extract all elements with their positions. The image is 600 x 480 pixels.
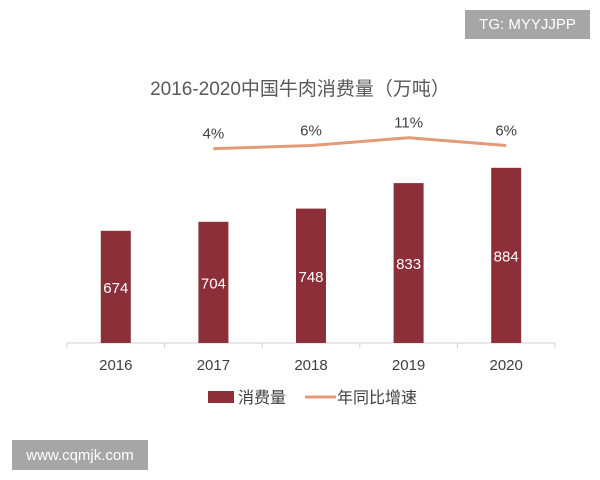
x-tick-label: 2020 [490,357,523,374]
bar-label: 884 [494,248,519,265]
growth-label: 4% [203,126,225,143]
x-tick-label: 2018 [294,357,327,374]
bar-2020 [491,167,522,343]
legend-label-bar: 消费量 [238,389,286,407]
watermark-tg: TG: MYYJJPP [465,10,590,39]
growth-line [213,136,507,151]
growth-label: 11% [394,115,423,132]
bar-2019 [393,183,424,343]
bar-2017 [198,221,229,343]
bar-label: 674 [103,280,128,297]
x-tick-label: 2016 [99,357,132,374]
watermark-site: www.cqmjk.com [12,440,148,470]
legend-swatch-bar [208,391,234,403]
x-tick-label: 2019 [392,357,425,374]
bar-label: 833 [396,256,421,273]
legend: 消费量 年同比增速 [208,389,417,407]
bar-label: 748 [298,269,323,286]
bar-label: 704 [201,275,226,292]
x-tick-label: 2017 [197,357,230,374]
chart-title: 2016-2020中国牛肉消费量（万吨） [150,78,450,100]
legend-label-line: 年同比增速 [337,389,417,407]
bar-2016 [100,230,131,343]
growth-label: 6% [300,123,322,140]
bar-2018 [296,208,326,343]
growth-label: 6% [495,123,517,140]
